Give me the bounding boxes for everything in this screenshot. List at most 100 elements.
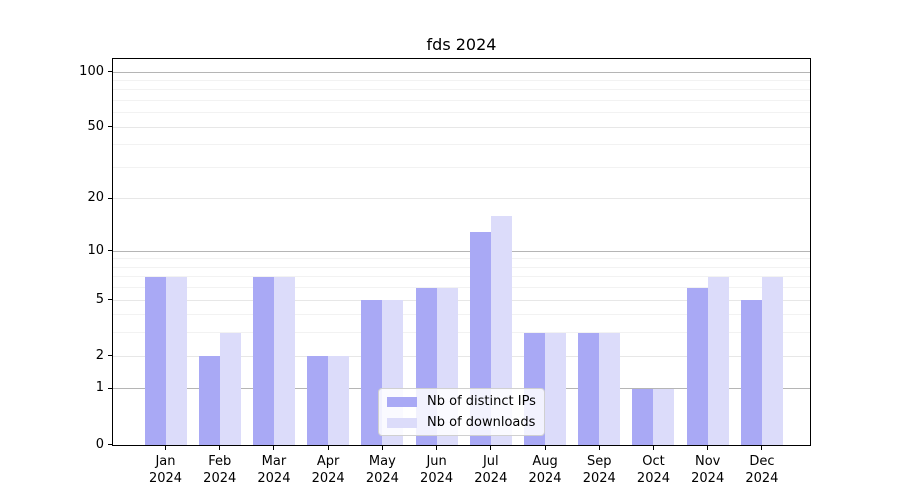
x-tick-year: 2024 [691,470,725,486]
legend-swatch [387,417,417,428]
bar-ips-feb [198,356,220,445]
x-tick-label-nov: Nov 2024 [676,453,740,487]
bar-downloads-jul [490,216,512,445]
x-tick-mark [327,445,329,450]
x-tick-month: Apr [316,453,340,469]
x-tick-year: 2024 [420,470,454,486]
x-tick-mark [273,445,275,450]
minor-gridline [113,79,810,81]
y-tick-label: 2 [95,347,104,363]
x-tick-label-feb: Feb 2024 [188,453,252,487]
legend-label: Nb of downloads [427,415,536,430]
bar-ips-mar [252,276,274,445]
minor-gridline [113,112,810,114]
bar-ips-nov [686,287,708,445]
y-tick-mark [108,299,112,301]
x-tick-label-may: May 2024 [350,453,414,487]
x-tick-label-jul: Jul 2024 [459,453,523,487]
gridline [113,299,810,301]
x-tick-mark [544,445,546,450]
y-tick-label: 0 [95,436,104,452]
legend: Nb of distinct IPs Nb of downloads [378,388,545,436]
x-tick-mark [219,445,221,450]
x-tick-year: 2024 [365,470,399,486]
y-tick-label: 20 [87,190,104,206]
gridline [113,198,810,200]
x-tick-label-sep: Sep 2024 [567,453,631,487]
bar-downloads-nov [707,276,729,445]
legend-swatch [387,396,417,407]
x-tick-year: 2024 [582,470,616,486]
x-tick-month: Mar [261,453,287,469]
bar-downloads-feb [219,332,241,445]
bar-downloads-oct [653,389,675,445]
bar-downloads-mar [273,276,295,445]
x-tick-mark [652,445,654,450]
minor-gridline [113,167,810,168]
x-tick-year: 2024 [311,470,345,486]
minor-gridline [113,144,810,146]
x-tick-label-mar: Mar 2024 [242,453,306,487]
bar-downloads-apr [328,356,350,445]
major-gridline [113,250,810,252]
minor-gridline [113,89,810,91]
x-tick-year: 2024 [257,470,291,486]
x-tick-year: 2024 [745,470,779,486]
x-tick-month: Sep [586,453,612,469]
bar-ips-oct [632,389,654,445]
y-tick-mark [108,387,112,389]
bar-downloads-dec [761,276,783,445]
minor-gridline [113,276,810,278]
bar-ips-jan [144,276,166,445]
minor-gridline [113,332,810,334]
bar-ips-apr [307,356,329,445]
y-tick-label: 5 [95,291,104,307]
x-tick-month: May [368,453,396,469]
x-tick-year: 2024 [203,470,237,486]
gridline [113,355,810,357]
x-tick-mark [761,445,763,450]
y-tick-mark [108,444,112,445]
bar-downloads-jan [165,276,187,445]
x-tick-month: Jan [155,453,176,469]
legend-item: Nb of distinct IPs [387,391,536,412]
bar-downloads-aug [545,332,567,445]
x-tick-label-oct: Oct 2024 [621,453,685,487]
x-tick-mark [490,445,492,450]
x-tick-month: Nov [695,453,721,469]
gridline [113,126,810,128]
x-tick-label-apr: Apr 2024 [296,453,360,487]
bar-downloads-sep [599,332,621,445]
legend-label: Nb of distinct IPs [427,394,536,409]
x-tick-year: 2024 [528,470,562,486]
x-tick-label-aug: Aug 2024 [513,453,577,487]
x-tick-mark [381,445,383,450]
x-tick-label-jun: Jun 2024 [405,453,469,487]
x-tick-month: Dec [749,453,775,469]
minor-gridline [113,314,810,316]
bar-ips-sep [578,332,600,445]
x-tick-month: Jun [426,453,447,469]
x-tick-year: 2024 [474,470,508,486]
x-tick-mark [598,445,600,450]
y-tick-label: 10 [87,242,104,258]
minor-gridline [113,287,810,289]
x-tick-label-dec: Dec 2024 [730,453,794,487]
y-tick-label: 50 [87,118,104,134]
y-tick-label: 100 [79,63,104,79]
x-tick-month: Feb [208,453,232,469]
y-tick-mark [108,71,112,73]
minor-gridline [113,266,810,268]
x-tick-year: 2024 [148,470,183,486]
y-tick-mark [108,197,112,199]
legend-item: Nb of downloads [387,412,536,433]
y-tick-mark [108,250,112,252]
minor-gridline [113,258,810,260]
x-tick-label-jan: Jan 2024 [134,453,198,487]
x-tick-mark [707,445,709,450]
major-gridline [113,71,810,73]
y-tick-mark [108,126,112,128]
bar-ips-dec [740,300,762,445]
x-tick-month: Oct [642,453,665,469]
